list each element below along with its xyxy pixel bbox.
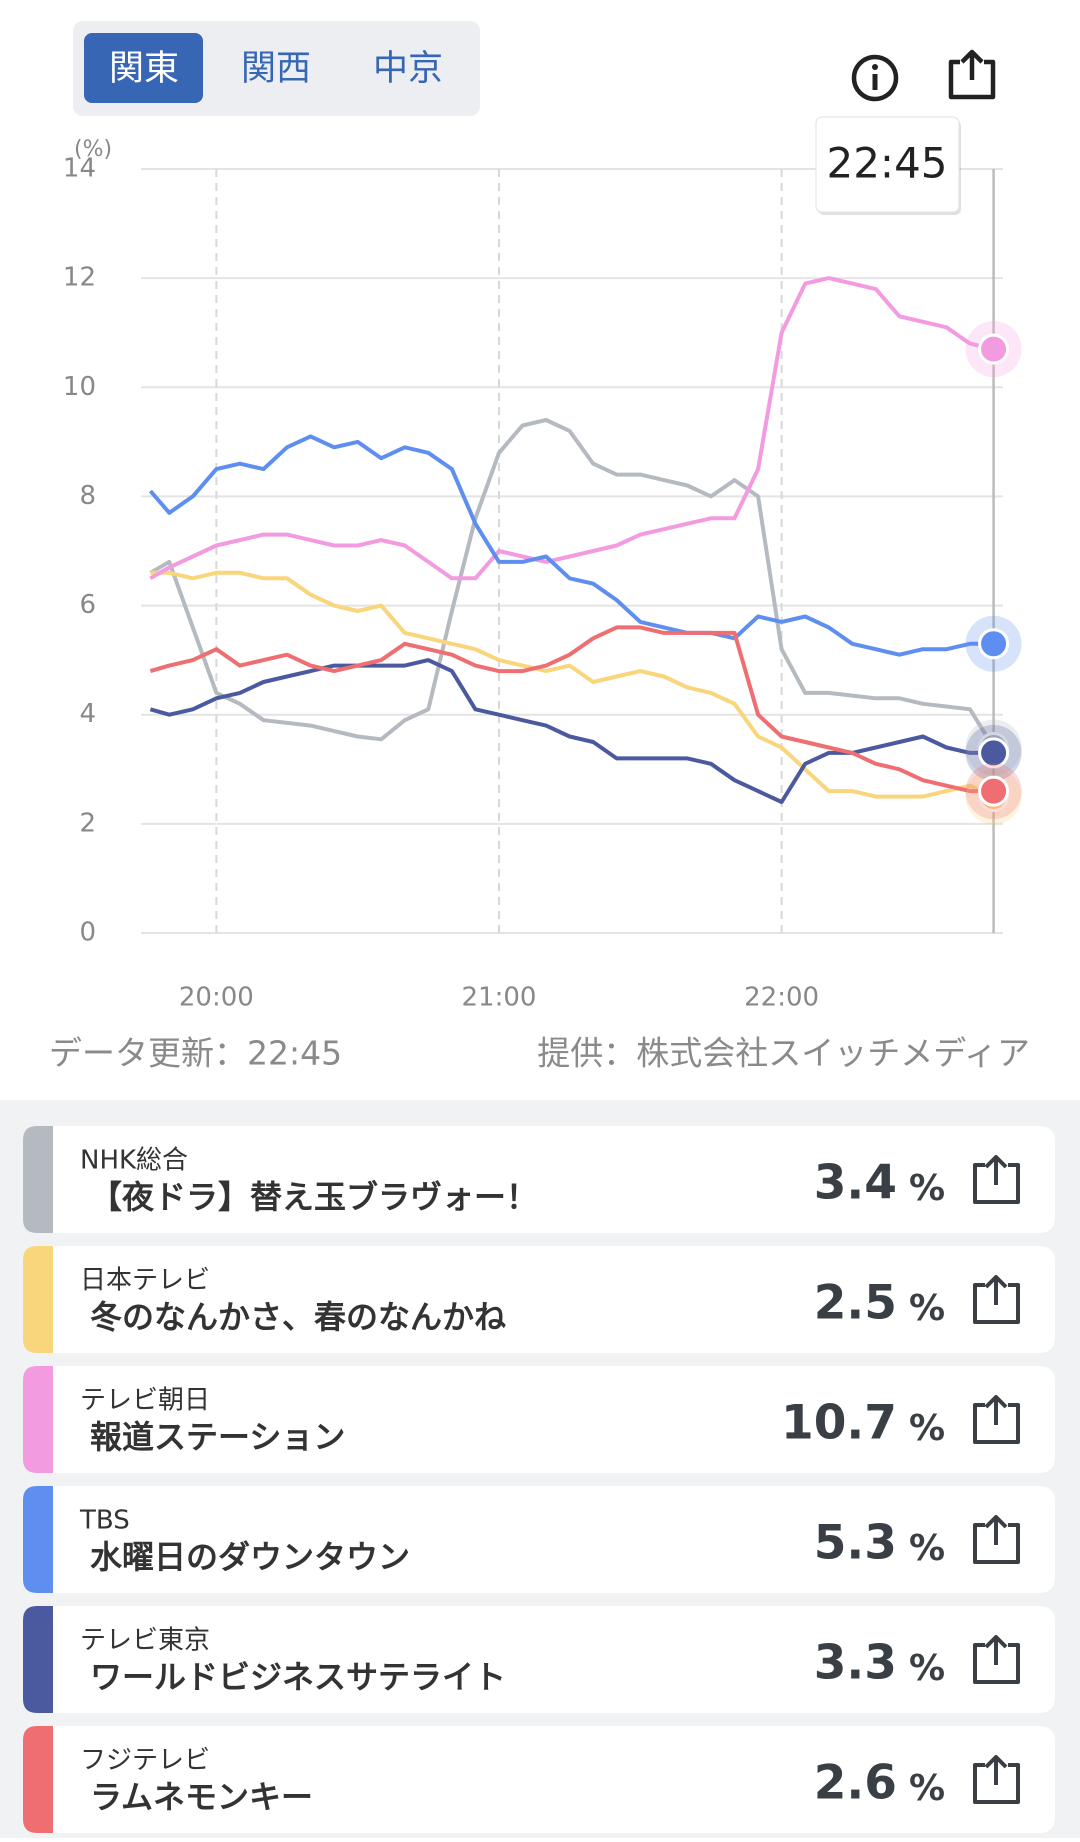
y-tick-label: 14 xyxy=(63,154,96,184)
share-icon xyxy=(984,1155,1008,1185)
program-card[interactable]: NHK総合【夜ドラ】替え玉ブラヴォー！ 3.4% xyxy=(23,1126,1055,1233)
card xyxy=(23,1606,1055,1713)
share-button[interactable] xyxy=(973,1155,1020,1204)
program-title: ワールドビジネスサテライト xyxy=(90,1658,506,1696)
channel-name: NHK総合 xyxy=(80,1146,188,1176)
channel-name: TBS xyxy=(79,1506,130,1536)
share-button[interactable] xyxy=(973,1755,1020,1804)
share-icon xyxy=(984,1635,1008,1665)
channel-color xyxy=(23,1486,53,1593)
rating: 3.4 xyxy=(814,1156,897,1211)
program-title: 報道ステーション xyxy=(90,1418,345,1456)
rating-unit: % xyxy=(909,1408,945,1449)
end-marker xyxy=(978,775,1010,807)
card xyxy=(23,1126,1055,1233)
tab[interactable]: 中京 xyxy=(373,49,443,89)
rating: 2.5 xyxy=(814,1276,897,1331)
x-tick-label: 20:00 xyxy=(179,983,254,1013)
channel-name: 日本テレビ xyxy=(80,1266,210,1296)
x-tick-label: 22:00 xyxy=(744,983,819,1013)
rating-unit: % xyxy=(909,1528,945,1569)
share-button[interactable] xyxy=(973,1635,1020,1684)
card xyxy=(23,1366,1055,1473)
end-marker xyxy=(978,628,1010,660)
channel-color xyxy=(23,1126,53,1233)
series-line xyxy=(149,276,995,581)
series-line xyxy=(149,625,994,794)
channel-name: テレビ朝日 xyxy=(80,1386,210,1416)
tooltip-time: 22:45 xyxy=(826,139,947,188)
data-source: 提供：株式会社スイッチメディア xyxy=(537,1034,1030,1073)
program-title: 水曜日のダウンタウン xyxy=(90,1538,410,1576)
channel-color xyxy=(23,1246,53,1353)
tooltip xyxy=(815,116,960,213)
rating: 10.7 xyxy=(781,1396,897,1451)
share-button[interactable] xyxy=(948,49,996,100)
x-tick-label: 21:00 xyxy=(462,983,537,1013)
program-title: 冬のなんかさ、春のなんかね xyxy=(90,1298,506,1336)
share-button[interactable] xyxy=(973,1515,1020,1564)
rating: 2.6 xyxy=(814,1756,897,1811)
share-icon xyxy=(973,1763,1020,1804)
share-icon xyxy=(973,1523,1020,1564)
card xyxy=(23,1486,1055,1593)
info-button[interactable] xyxy=(851,54,899,102)
tab[interactable]: 関西 xyxy=(241,49,311,89)
active-tab[interactable] xyxy=(84,33,203,103)
channel-color xyxy=(23,1366,53,1473)
update-time: データ更新：22:45 xyxy=(49,1034,342,1073)
rating-unit: % xyxy=(909,1168,945,1209)
y-tick-label: 0 xyxy=(79,918,96,948)
program-title: ラムネモンキー xyxy=(90,1778,313,1816)
rating: 5.3 xyxy=(814,1516,897,1571)
channel-name: フジテレビ xyxy=(80,1746,210,1776)
card xyxy=(23,1246,1055,1353)
tab[interactable]: 関東 xyxy=(109,49,179,89)
program-title: 【夜ドラ】替え玉ブラヴォー！ xyxy=(90,1178,538,1216)
share-icon xyxy=(984,1395,1008,1425)
series-line xyxy=(149,658,994,804)
series-line xyxy=(148,434,994,657)
share-icon xyxy=(973,1643,1020,1684)
share-icon xyxy=(973,1403,1020,1444)
share-icon xyxy=(973,1283,1020,1324)
end-marker xyxy=(978,737,1010,769)
rating-unit: % xyxy=(909,1288,945,1329)
rating-unit: % xyxy=(909,1648,945,1689)
card xyxy=(23,1726,1055,1833)
y-tick-label: 12 xyxy=(63,263,96,293)
rating-unit: % xyxy=(909,1768,945,1809)
channel-name: テレビ東京 xyxy=(80,1626,210,1656)
series-line xyxy=(150,570,995,799)
share-button[interactable] xyxy=(973,1395,1020,1444)
channel-color xyxy=(23,1726,53,1833)
y-tick-label: 10 xyxy=(63,372,96,402)
share-icon xyxy=(984,1275,1008,1305)
share-icon xyxy=(973,1163,1020,1204)
y-axis-label: (%) xyxy=(74,137,112,162)
channel-color xyxy=(23,1606,53,1713)
share-button[interactable] xyxy=(973,1275,1020,1324)
series-line xyxy=(149,418,996,749)
share-icon xyxy=(984,1755,1008,1785)
end-marker xyxy=(978,333,1010,365)
y-tick-label: 4 xyxy=(79,699,96,729)
y-tick-label: 6 xyxy=(79,590,96,620)
y-tick-label: 8 xyxy=(79,481,96,511)
share-icon xyxy=(984,1515,1008,1545)
y-tick-label: 2 xyxy=(79,808,96,838)
rating: 3.3 xyxy=(814,1636,897,1691)
